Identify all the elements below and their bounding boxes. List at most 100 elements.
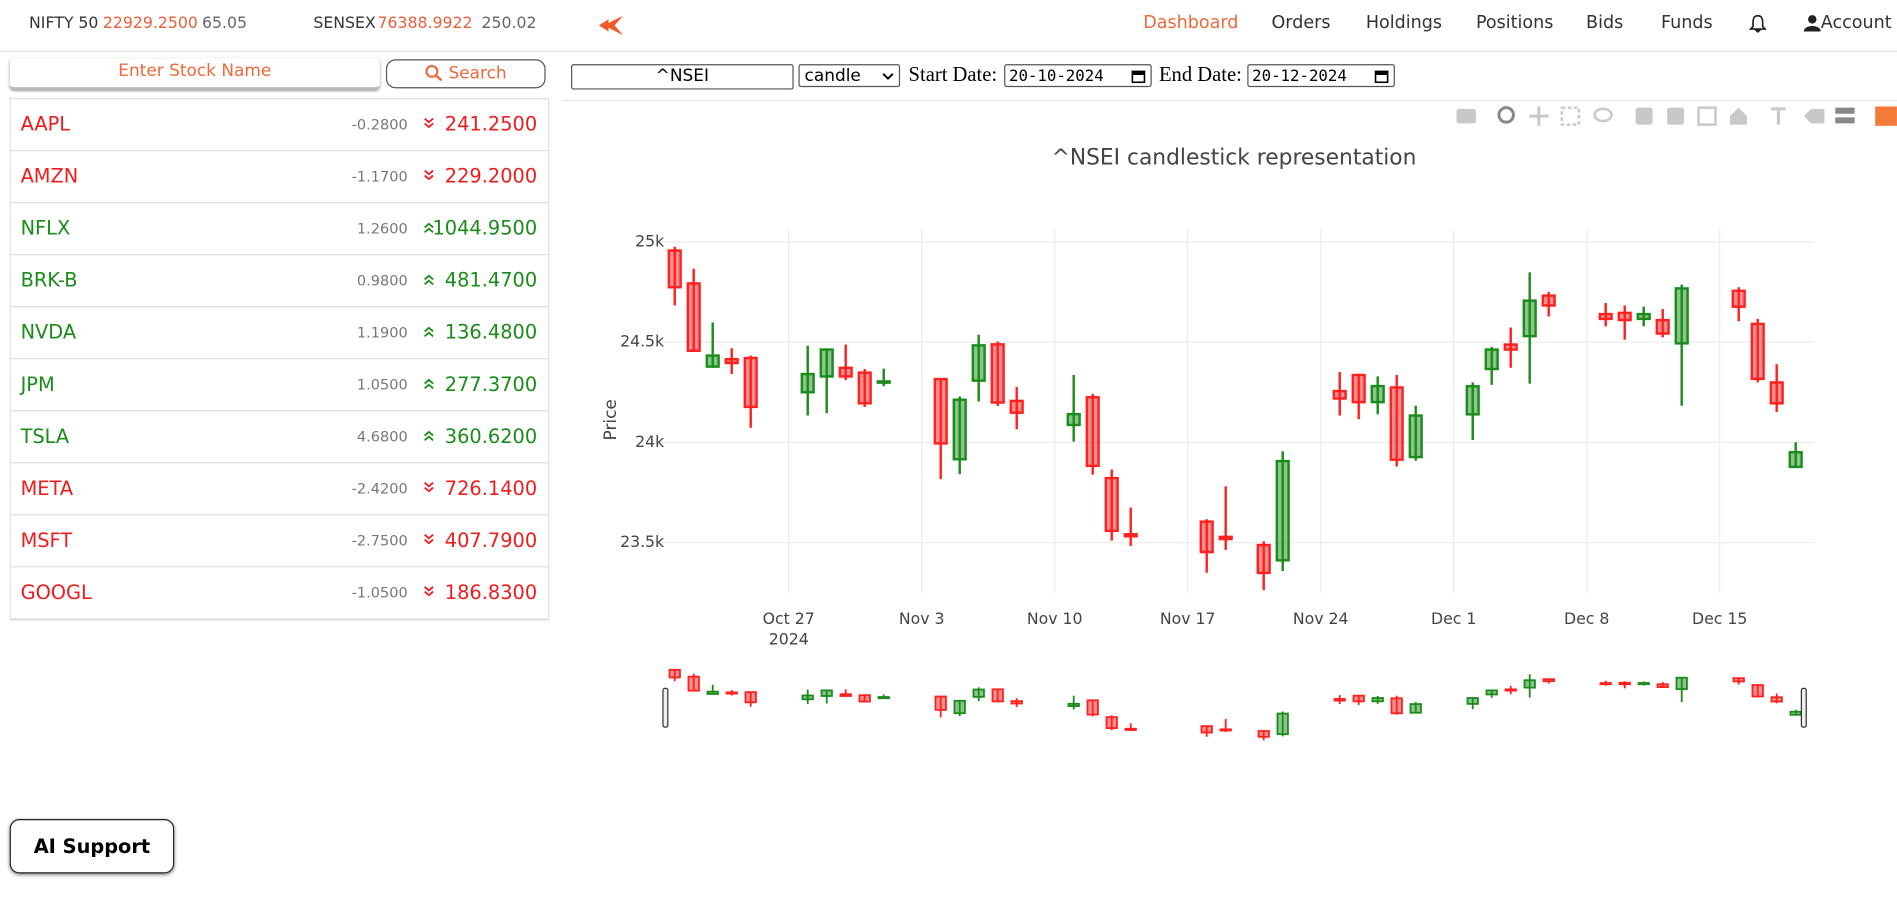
candle-body — [1655, 318, 1670, 335]
nav-link[interactable]: Bids — [1586, 13, 1624, 33]
nav-link[interactable]: Holdings — [1365, 13, 1443, 33]
stock-row[interactable]: AAPL -0.2800 241.2500 — [10, 99, 549, 152]
hover-compare-icon[interactable] — [1835, 107, 1855, 124]
pan-icon[interactable] — [1529, 106, 1549, 126]
hover-closest-icon[interactable] — [1803, 108, 1825, 124]
candle-body — [1086, 699, 1099, 716]
candle-body — [1675, 676, 1688, 691]
camera-icon[interactable] — [1456, 108, 1476, 124]
candle-body — [971, 344, 986, 382]
x-tick-label: Oct 27 — [763, 609, 815, 628]
y-tick-label: 25k — [635, 231, 665, 250]
candle-body — [1067, 702, 1080, 707]
direction-arrow — [424, 430, 434, 442]
direction-arrow — [424, 482, 434, 493]
nav-link[interactable]: Dashboard — [1143, 13, 1239, 33]
logo[interactable] — [596, 15, 625, 37]
stock-row[interactable]: AMZN -1.1700 229.2000 — [10, 151, 549, 204]
chart-type-value: candle — [804, 66, 861, 86]
candle-body — [1598, 312, 1613, 321]
account-icon[interactable] — [1803, 15, 1821, 32]
index-change: 250.02 — [481, 14, 537, 33]
candle-body — [1637, 682, 1650, 686]
reset-icon[interactable] — [1730, 107, 1747, 125]
stock-row[interactable]: MSFT -2.7500 407.7900 — [10, 515, 549, 568]
select-icon[interactable] — [1560, 106, 1580, 126]
stock-change: -2.4200 — [351, 480, 408, 498]
candle-body — [706, 690, 719, 695]
symbol-input[interactable]: ^NSEI — [571, 64, 794, 90]
candle-body — [838, 366, 853, 378]
stock-row[interactable]: BRK-B 0.9800 481.4700 — [10, 255, 549, 308]
select-arrow — [882, 73, 894, 81]
ai-support-button[interactable]: AI Support — [9, 819, 175, 874]
candle-body — [1523, 679, 1536, 689]
stock-symbol: AMZN — [20, 164, 79, 188]
candle-body — [1503, 343, 1518, 351]
stock-change: -0.2800 — [351, 116, 408, 134]
stock-price: 241.2500 — [444, 112, 538, 136]
stock-symbol: META — [20, 476, 74, 500]
candle-body — [1789, 710, 1802, 716]
y-tick-label: 24.5k — [620, 332, 665, 351]
candle-body — [744, 691, 757, 704]
candle-body — [1541, 294, 1556, 307]
stock-row[interactable]: NFLX 1.2600 1044.9500 — [10, 203, 549, 256]
candle-body — [877, 696, 890, 700]
chart-type-select[interactable]: candle — [798, 64, 901, 88]
direction-arrow — [424, 274, 434, 285]
stock-row[interactable]: JPM 1.0500 277.3700 — [10, 359, 549, 412]
search-input[interactable]: Enter Stock Name — [9, 58, 380, 90]
candle-body — [1732, 677, 1745, 683]
candle-body — [1257, 730, 1270, 738]
stock-row[interactable]: GOOGL -1.0500 186.8300 — [10, 567, 549, 620]
candle-body — [1731, 289, 1746, 308]
stock-row[interactable]: TSLA 4.6800 360.6200 — [10, 411, 549, 464]
candle-body — [990, 343, 1005, 404]
index-value: 76388.9922 — [377, 14, 473, 33]
stock-price: 481.4700 — [444, 268, 538, 292]
account-link[interactable]: Account — [1820, 13, 1892, 33]
y-tick-label: 23.5k — [620, 532, 665, 551]
candle-body — [1409, 703, 1422, 714]
lasso-icon[interactable] — [1593, 107, 1613, 123]
zoom-icon[interactable] — [1497, 106, 1515, 124]
rangeslider-handle[interactable] — [662, 687, 669, 728]
stock-row[interactable]: NVDA 1.1900 136.4800 — [10, 307, 549, 360]
nav-link[interactable]: Orders — [1271, 13, 1331, 33]
candle-body — [1085, 396, 1100, 468]
stock-row[interactable]: META -2.4200 726.1400 — [10, 463, 549, 516]
spike-icon[interactable] — [1771, 107, 1786, 125]
candle-body — [1124, 727, 1137, 731]
nav-link[interactable]: Positions — [1475, 13, 1554, 33]
chart: ^NSEI candlestick representation Price 2… — [561, 99, 1897, 746]
candle-body — [1105, 716, 1118, 729]
stock-change: -2.7500 — [351, 532, 408, 550]
x-tick-label: Dec 15 — [1692, 609, 1747, 628]
stock-change: 0.9800 — [356, 272, 408, 290]
stock-change: 1.2600 — [356, 220, 408, 238]
candle-body — [934, 695, 947, 711]
end-date-input[interactable]: 20-12-2024 — [1247, 64, 1395, 88]
zoom-out-icon[interactable] — [1667, 107, 1685, 125]
candle-body — [1390, 697, 1403, 715]
plotly-logo[interactable] — [1875, 106, 1897, 126]
candle-body — [1504, 688, 1517, 692]
start-date-input[interactable]: 20-10-2024 — [1004, 64, 1152, 88]
stock-symbol: BRK-B — [20, 268, 78, 292]
zoom-in-icon[interactable] — [1635, 107, 1653, 125]
start-date-label: Start Date: — [908, 62, 998, 86]
search-button[interactable]: Search — [385, 59, 546, 89]
nav-link[interactable]: Funds — [1661, 13, 1713, 33]
candle-body — [801, 694, 814, 701]
autoscale-icon[interactable] — [1697, 106, 1717, 126]
direction-arrow — [424, 586, 434, 597]
rangeslider-handle[interactable] — [1800, 687, 1807, 728]
candle-body — [1389, 386, 1404, 461]
bell-icon[interactable] — [1749, 14, 1767, 33]
candle-body — [972, 688, 985, 698]
x-tick-year: 2024 — [769, 629, 809, 648]
stock-price: 1044.9500 — [432, 216, 538, 240]
candle-body — [1522, 299, 1537, 338]
